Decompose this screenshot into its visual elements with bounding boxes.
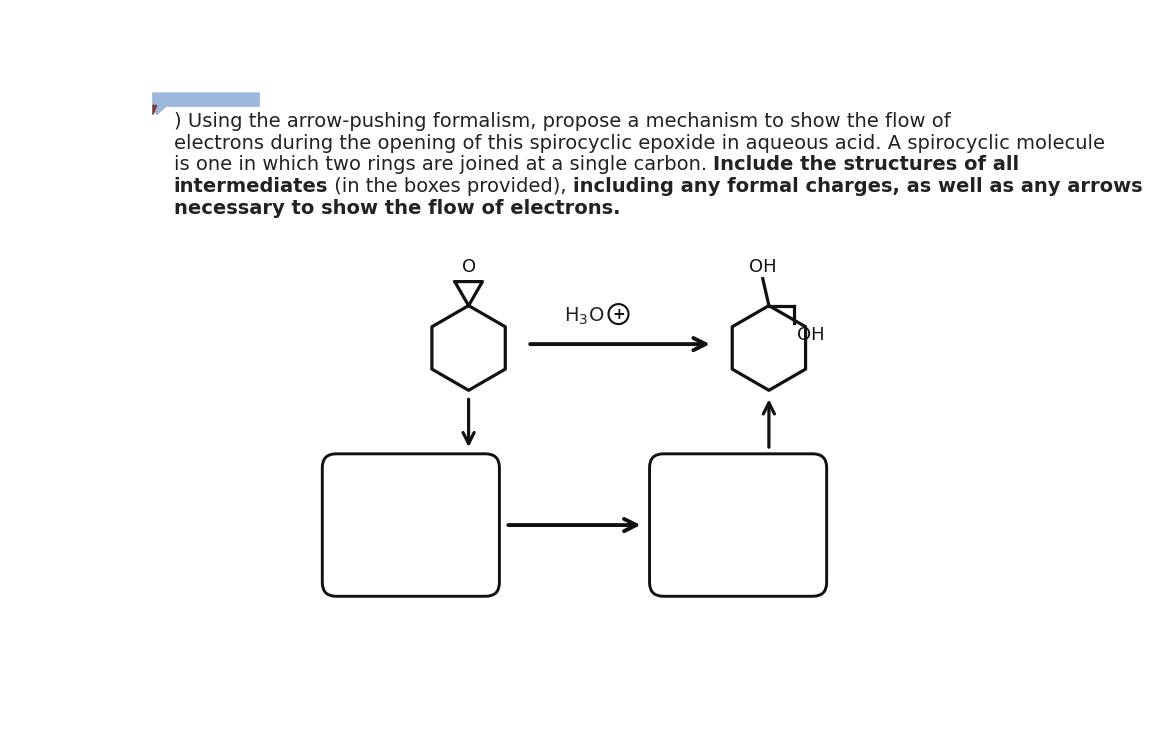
Text: (in the boxes provided),: (in the boxes provided), [328, 178, 573, 197]
Text: intermediates: intermediates [174, 178, 328, 197]
FancyBboxPatch shape [323, 454, 499, 596]
Polygon shape [153, 106, 166, 115]
Text: +: + [613, 307, 625, 322]
FancyBboxPatch shape [650, 454, 826, 596]
Text: necessary to show the flow of electrons.: necessary to show the flow of electrons. [174, 200, 621, 218]
Text: electrons during the opening of this spirocyclic epoxide in aqueous acid. A spir: electrons during the opening of this spi… [174, 134, 1105, 152]
Text: is one in which two rings are joined at a single carbon.: is one in which two rings are joined at … [174, 155, 713, 175]
Text: H$_3$O: H$_3$O [565, 306, 604, 327]
Text: O: O [462, 258, 476, 276]
Text: OH: OH [749, 257, 776, 275]
Text: ) Using the arrow-pushing formalism, propose a mechanism to show the flow of: ) Using the arrow-pushing formalism, pro… [174, 112, 950, 130]
Text: OH: OH [796, 326, 824, 344]
Text: including any formal charges, as well as any arrows: including any formal charges, as well as… [573, 178, 1142, 197]
Text: Include the structures of all: Include the structures of all [713, 155, 1019, 175]
FancyBboxPatch shape [152, 92, 260, 107]
Polygon shape [153, 106, 157, 115]
